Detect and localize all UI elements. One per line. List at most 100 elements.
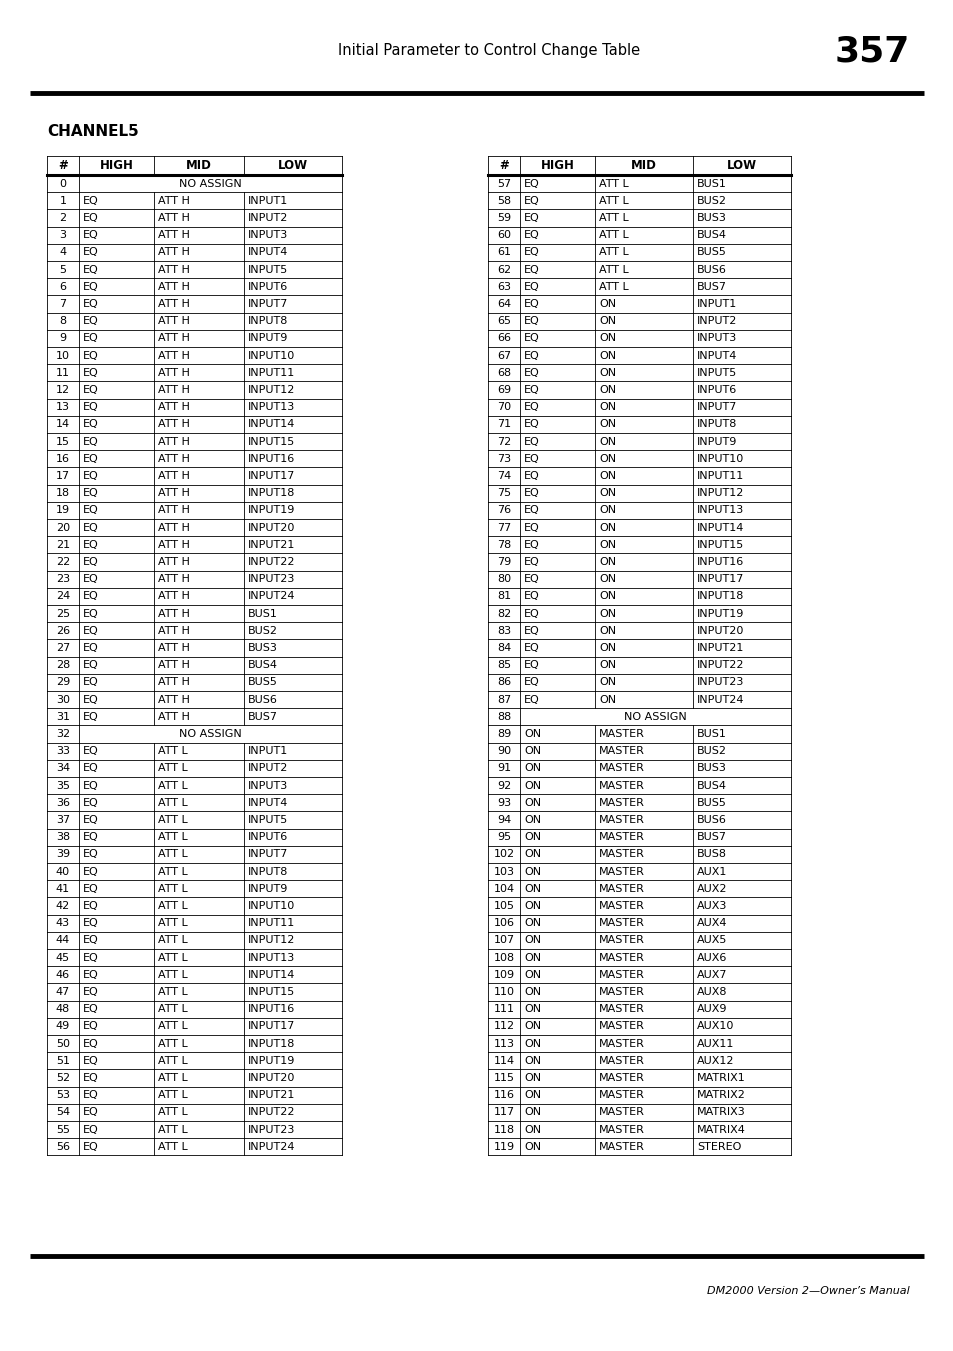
Text: 85: 85 [497, 661, 511, 670]
Text: AUX8: AUX8 [697, 988, 727, 997]
Text: ON: ON [523, 1124, 540, 1135]
Text: ON: ON [598, 471, 616, 481]
Text: MID: MID [186, 159, 212, 172]
Text: INPUT13: INPUT13 [697, 505, 743, 515]
Text: ON: ON [598, 436, 616, 447]
Text: ATT H: ATT H [158, 213, 190, 223]
Text: ON: ON [523, 798, 540, 808]
Text: 87: 87 [497, 694, 511, 705]
Text: ATT H: ATT H [158, 677, 190, 688]
Text: EQ: EQ [523, 367, 539, 378]
Text: EQ: EQ [83, 436, 99, 447]
Text: EQ: EQ [523, 488, 539, 499]
Text: ATT H: ATT H [158, 196, 190, 205]
Text: 107: 107 [493, 935, 514, 946]
Text: EQ: EQ [83, 523, 99, 532]
Text: 86: 86 [497, 677, 511, 688]
Text: ATT H: ATT H [158, 299, 190, 309]
Text: ATT H: ATT H [158, 488, 190, 499]
Text: 114: 114 [493, 1055, 514, 1066]
Text: INPUT2: INPUT2 [248, 763, 288, 773]
Text: ATT H: ATT H [158, 316, 190, 326]
Text: EQ: EQ [523, 436, 539, 447]
Text: 51: 51 [56, 1055, 70, 1066]
Text: INPUT20: INPUT20 [248, 523, 295, 532]
Text: Initial Parameter to Control Change Table: Initial Parameter to Control Change Tabl… [337, 43, 639, 58]
Text: EQ: EQ [523, 677, 539, 688]
Text: EQ: EQ [523, 282, 539, 292]
Text: 50: 50 [56, 1039, 70, 1048]
Text: BUS2: BUS2 [697, 196, 726, 205]
Text: EQ: EQ [83, 988, 99, 997]
Text: MATRIX1: MATRIX1 [697, 1073, 745, 1084]
Text: ATT L: ATT L [158, 1142, 188, 1152]
Text: EQ: EQ [523, 213, 539, 223]
Text: 22: 22 [56, 557, 71, 567]
Text: ATT H: ATT H [158, 282, 190, 292]
Text: 19: 19 [56, 505, 70, 515]
Text: INPUT22: INPUT22 [248, 1108, 295, 1117]
Text: ON: ON [523, 901, 540, 911]
Text: BUS6: BUS6 [248, 694, 277, 705]
Text: INPUT19: INPUT19 [697, 608, 743, 619]
Text: ATT L: ATT L [158, 798, 188, 808]
Text: 30: 30 [56, 694, 70, 705]
Text: EQ: EQ [523, 247, 539, 258]
Text: EQ: EQ [83, 351, 99, 361]
Text: BUS6: BUS6 [697, 815, 726, 825]
Text: 17: 17 [56, 471, 70, 481]
Text: ON: ON [523, 1039, 540, 1048]
Text: ATT L: ATT L [158, 763, 188, 773]
Text: INPUT3: INPUT3 [248, 230, 288, 240]
Text: EQ: EQ [83, 1108, 99, 1117]
Text: 90: 90 [497, 746, 511, 757]
Text: EQ: EQ [83, 196, 99, 205]
Text: EQ: EQ [523, 643, 539, 653]
Text: 68: 68 [497, 367, 511, 378]
Text: DM2000 Version 2—Owner’s Manual: DM2000 Version 2—Owner’s Manual [706, 1286, 909, 1296]
Text: ATT L: ATT L [158, 815, 188, 825]
Text: 104: 104 [493, 884, 514, 894]
Text: MASTER: MASTER [598, 1055, 644, 1066]
Text: INPUT8: INPUT8 [248, 316, 288, 326]
Text: MASTER: MASTER [598, 730, 644, 739]
Text: 63: 63 [497, 282, 511, 292]
Text: BUS5: BUS5 [248, 677, 277, 688]
Text: 6: 6 [59, 282, 67, 292]
Text: MASTER: MASTER [598, 746, 644, 757]
Text: LOW: LOW [277, 159, 308, 172]
Text: ON: ON [523, 1108, 540, 1117]
Text: EQ: EQ [523, 661, 539, 670]
Text: INPUT5: INPUT5 [697, 367, 737, 378]
Text: ATT L: ATT L [158, 1108, 188, 1117]
Text: 42: 42 [56, 901, 71, 911]
Text: EQ: EQ [83, 970, 99, 979]
Text: MASTER: MASTER [598, 866, 644, 877]
Text: 105: 105 [493, 901, 514, 911]
Text: 31: 31 [56, 712, 70, 721]
Text: INPUT16: INPUT16 [248, 1004, 294, 1015]
Text: INPUT11: INPUT11 [248, 367, 294, 378]
Text: EQ: EQ [83, 1090, 99, 1100]
Text: INPUT9: INPUT9 [248, 884, 288, 894]
Text: EQ: EQ [83, 419, 99, 430]
Text: 71: 71 [497, 419, 511, 430]
Text: INPUT16: INPUT16 [248, 454, 294, 463]
Text: BUS7: BUS7 [697, 282, 726, 292]
Text: INPUT23: INPUT23 [248, 574, 295, 584]
Text: EQ: EQ [83, 952, 99, 963]
Text: LOW: LOW [726, 159, 757, 172]
Text: INPUT10: INPUT10 [248, 351, 294, 361]
Text: INPUT17: INPUT17 [248, 1021, 295, 1031]
Text: 111: 111 [493, 1004, 514, 1015]
Text: INPUT6: INPUT6 [248, 282, 288, 292]
Text: EQ: EQ [83, 763, 99, 773]
Text: AUX10: AUX10 [697, 1021, 734, 1031]
Text: 45: 45 [56, 952, 70, 963]
Text: ON: ON [598, 299, 616, 309]
Text: BUS6: BUS6 [697, 265, 726, 274]
Text: ATT L: ATT L [158, 1073, 188, 1084]
Text: ATT H: ATT H [158, 523, 190, 532]
Text: NO ASSIGN: NO ASSIGN [623, 712, 686, 721]
Text: EQ: EQ [523, 265, 539, 274]
